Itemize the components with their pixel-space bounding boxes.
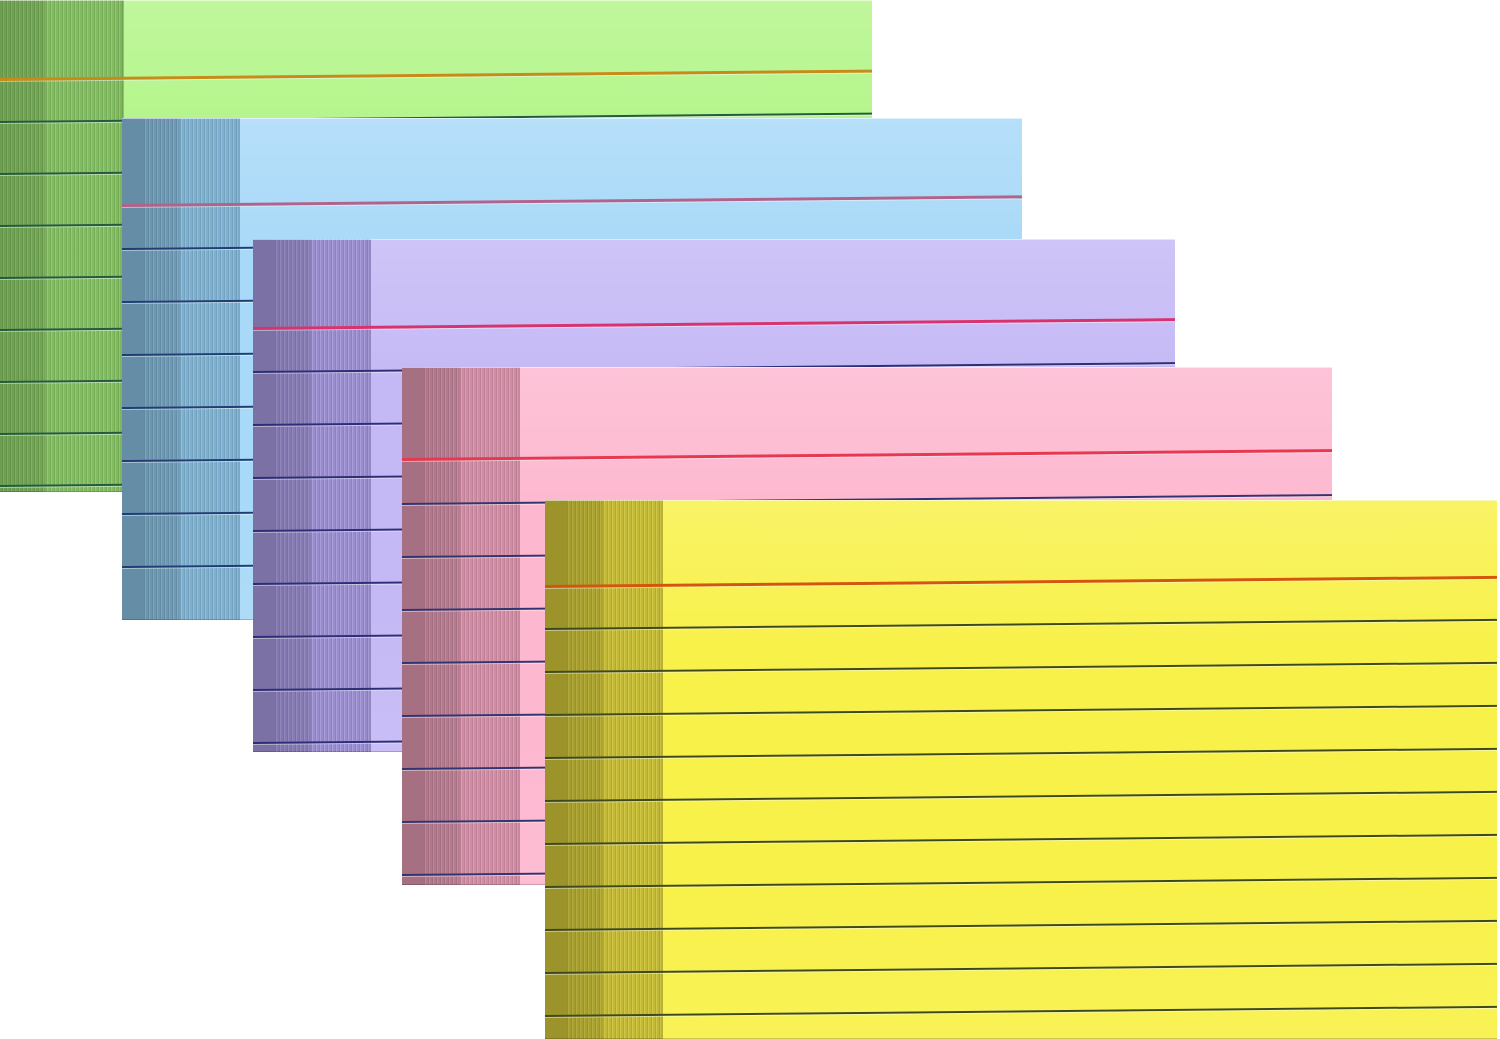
- yellow-card-top-edge: [545, 500, 1497, 501]
- yellow-card-face: [663, 500, 1497, 1039]
- pink-drop-shadow: [402, 367, 424, 885]
- yellow-face-sheen: [663, 500, 1497, 1039]
- yellow-stack-edge: [567, 500, 663, 1039]
- green-stack-edge-base: [0, 0, 124, 492]
- blue-card-top-edge: [122, 118, 1022, 119]
- green-stack-edge-striations: [0, 0, 124, 492]
- blue-stack-edge-shading: [144, 118, 240, 620]
- purple-stack-edge-shading: [275, 239, 371, 752]
- yellow-drop-shadow: [545, 500, 567, 1039]
- pink-card-top-edge: [402, 367, 1332, 368]
- blue-drop-shadow: [122, 118, 144, 620]
- pink-stack-edge: [424, 367, 520, 885]
- yellow-card-stack[interactable]: [545, 500, 1497, 1039]
- blue-stack-edge: [144, 118, 240, 620]
- purple-stack-edge: [275, 239, 371, 752]
- purple-drop-shadow: [253, 239, 275, 752]
- pink-stack-edge-shading: [424, 367, 520, 885]
- green-stack-edge-shading: [0, 0, 124, 492]
- green-card-top-edge: [0, 0, 872, 1]
- green-stack-edge: [0, 0, 124, 492]
- purple-card-top-edge: [253, 239, 1175, 240]
- yellow-stack-edge-shading: [567, 500, 663, 1039]
